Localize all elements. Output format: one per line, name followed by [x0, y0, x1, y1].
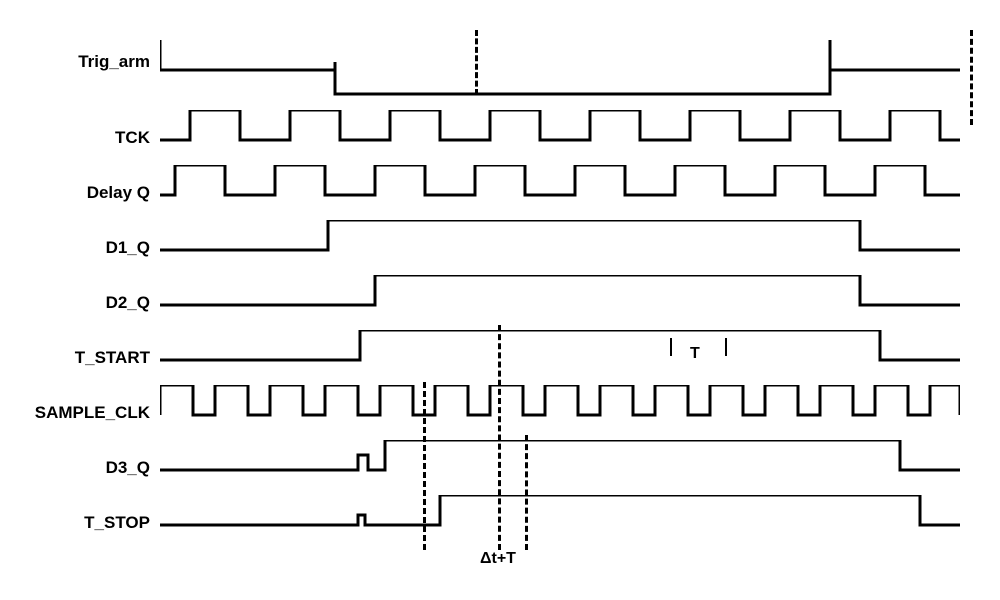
signal-waveform: [160, 165, 960, 225]
signal-label: TCK: [20, 128, 158, 148]
signal-waveform: [160, 110, 960, 170]
annotation-text: Δt+T: [480, 550, 516, 568]
signal-label: Delay Q: [20, 183, 158, 203]
signal-row: Delay Q: [20, 165, 980, 215]
signal-waveform: [160, 495, 960, 555]
signal-row: Trig_arm: [20, 40, 980, 90]
signal-label: D1_Q: [20, 238, 158, 258]
timing-marker: [423, 382, 426, 550]
signal-row: D1_Q: [20, 220, 980, 270]
timing-marker: [498, 325, 501, 550]
signal-waveform: [160, 220, 960, 280]
signal-label: SAMPLE_CLK: [20, 403, 158, 423]
period-tick: [725, 338, 727, 356]
timing-marker: [475, 30, 478, 95]
signal-waveform: [160, 385, 960, 445]
signal-label: T_STOP: [20, 513, 158, 533]
signal-waveform: [160, 330, 960, 390]
period-tick: [670, 338, 672, 356]
signal-waveform: [160, 275, 960, 335]
signal-waveform: [160, 40, 960, 100]
signal-waveform: [160, 440, 960, 500]
signal-label: D3_Q: [20, 458, 158, 478]
signal-label: T_START: [20, 348, 158, 368]
signal-label: D2_Q: [20, 293, 158, 313]
annotation-text: T: [690, 345, 700, 363]
signal-row: TCK: [20, 110, 980, 160]
timing-marker: [970, 30, 973, 125]
timing-marker: [525, 435, 528, 550]
signal-label: Trig_arm: [20, 52, 158, 72]
signal-row: D2_Q: [20, 275, 980, 325]
